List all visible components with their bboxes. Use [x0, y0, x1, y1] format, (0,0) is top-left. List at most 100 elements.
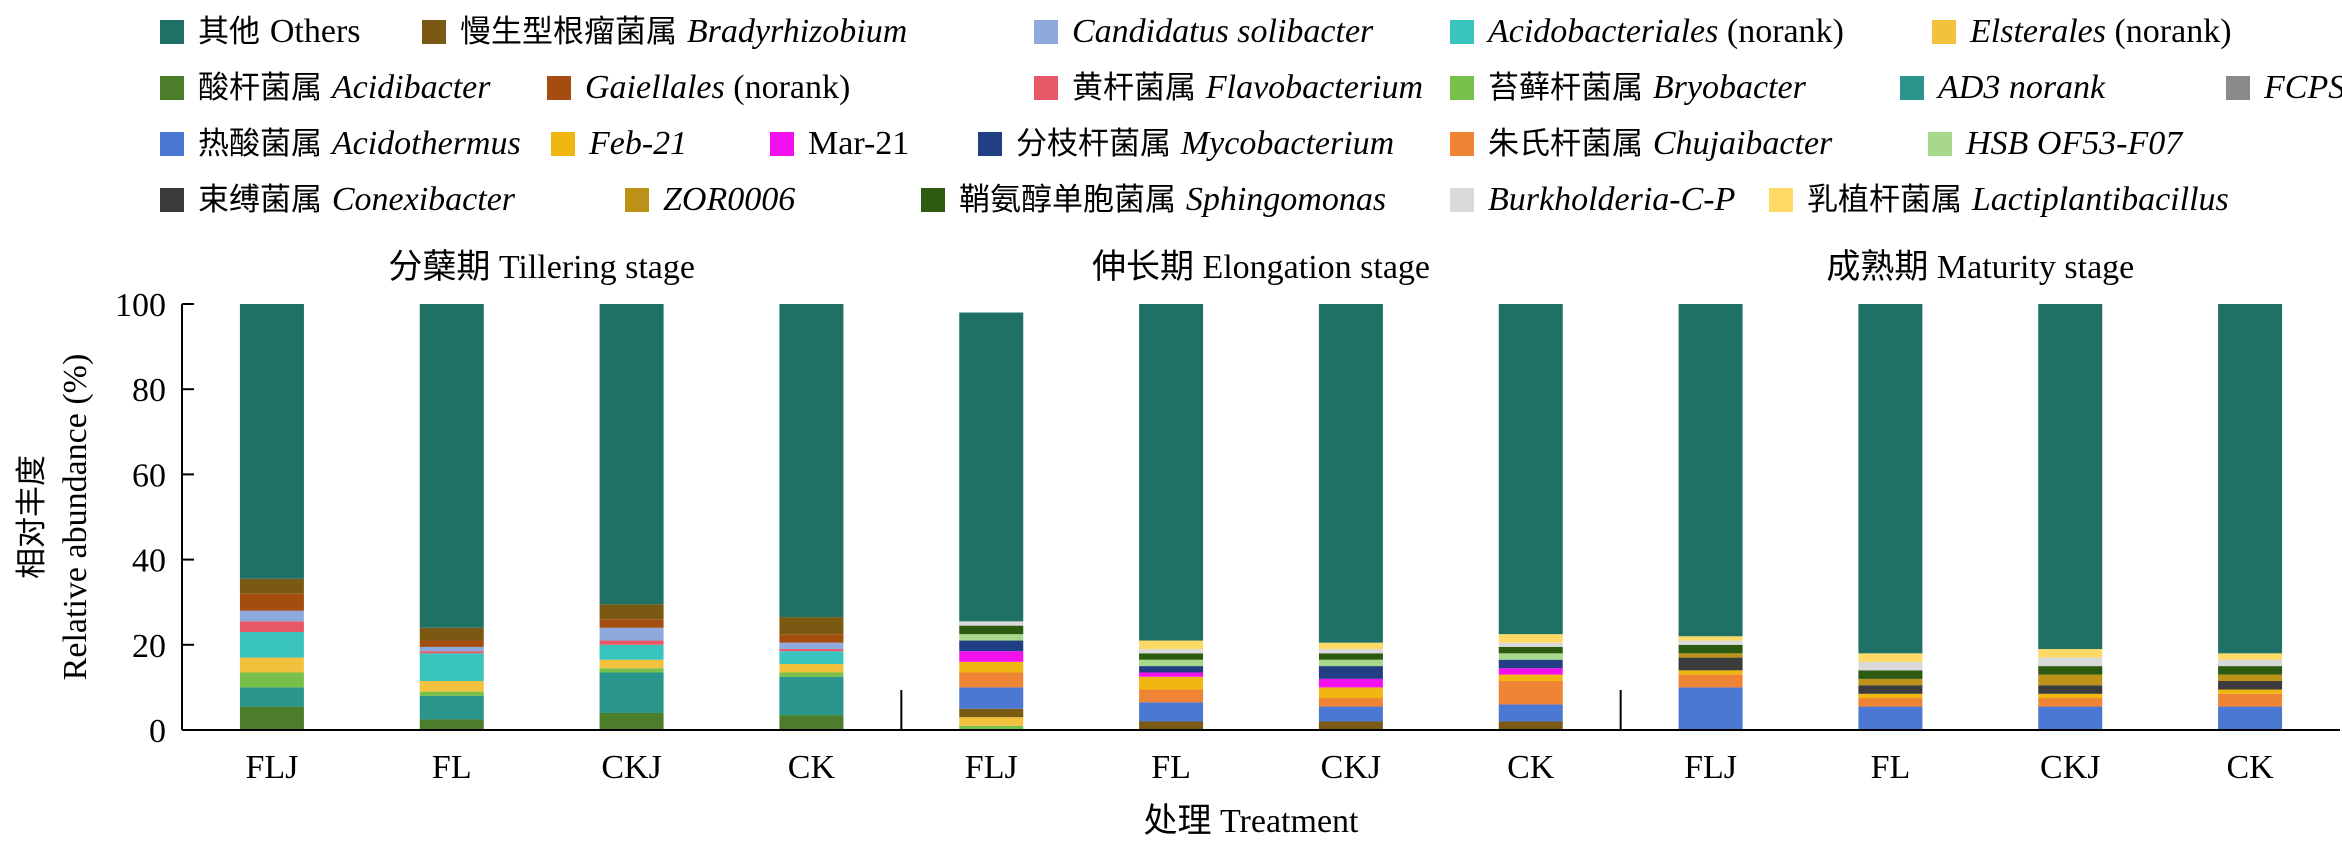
bar-segment [959, 312, 1024, 622]
legend-label-latin: Sphingomonas [1185, 181, 1387, 218]
legend-label: Burkholderia-C-P [1488, 174, 1735, 226]
bar-segment [779, 304, 844, 618]
legend-label: ZOR0006 [663, 174, 795, 226]
legend-item: FCPS473 [2226, 62, 2342, 114]
bar-segment [959, 687, 1024, 709]
bar-segment [599, 668, 664, 673]
legend-label: 苔藓杆菌属 Bryobacter [1488, 62, 1806, 114]
bar-segment [239, 672, 304, 688]
bar-segment [1139, 649, 1204, 654]
bar-segment [779, 715, 844, 730]
bar-segment [419, 681, 484, 692]
legend-swatch [1450, 76, 1474, 100]
bar-segment [2038, 649, 2103, 658]
x-tick-label: FLJ [1684, 749, 1737, 786]
bar-segment [599, 619, 664, 628]
legend-label-cn: 慢生型根瘤菌属 [460, 14, 687, 50]
bar-segment [1678, 640, 1743, 645]
bar-segment [779, 642, 844, 650]
bar-segment [1318, 649, 1383, 654]
legend-label: 黄杆菌属 Flavobacterium [1072, 62, 1423, 114]
bar-segment [2218, 653, 2283, 660]
bar-segment [1498, 674, 1563, 682]
legend-swatch [1034, 20, 1058, 44]
legend-swatch [547, 76, 571, 100]
bar-segment [1318, 706, 1383, 722]
bar-segment [779, 617, 844, 635]
legend-item: 黄杆菌属 Flavobacterium [1034, 62, 1423, 114]
legend-label: Elsterales (norank) [1970, 6, 2232, 58]
legend-label-cn: 其他 [198, 14, 270, 50]
bar-segment [1498, 668, 1563, 675]
y-tick-label: 80 [132, 372, 166, 409]
x-tick-label: CK [1507, 749, 1555, 786]
bar-segment [2218, 304, 2283, 654]
bar-segment [959, 661, 1024, 673]
bar-segment [1498, 634, 1563, 643]
x-tick-label: FL [432, 749, 472, 786]
bar-segment [419, 653, 484, 682]
legend-label: 分枝杆菌属 Mycobacterium [1016, 118, 1394, 170]
group-title: 伸长期 Elongation stage [1092, 249, 1430, 286]
group-title: 成熟期 Maturity stage [1826, 248, 2134, 286]
bar-segment [959, 725, 1024, 730]
legend-swatch [2226, 76, 2250, 100]
legend-label-cn: 朱氏杆菌属 [1488, 126, 1653, 162]
bar-segment [239, 687, 304, 707]
legend-label: 乳植杆菌属 Lactiplantibacillus [1807, 174, 2229, 226]
bar-segment [1318, 304, 1383, 643]
x-tick-label: CK [2226, 749, 2274, 786]
legend-item: 乳植杆菌属 Lactiplantibacillus [1769, 174, 2229, 226]
bar-segment [1318, 659, 1383, 667]
bar-segment [959, 625, 1024, 635]
x-axis-title: 处理 Treatment [1143, 803, 1359, 840]
legend-label-latin: Acidothermus [331, 125, 521, 162]
legend-label-suffix: (norank) [1718, 13, 1844, 50]
bar-segment [599, 644, 664, 660]
bar-segment [1858, 678, 1923, 686]
legend-label-latin: Feb-21 [589, 125, 688, 162]
bar-segment [1858, 693, 1923, 699]
bar-segment [1318, 666, 1383, 679]
legend-label-latin: Bryobacter [1652, 69, 1806, 106]
legend-item: Mar-21 [770, 118, 909, 170]
bar-segment [1318, 678, 1383, 688]
bar-segment [2038, 685, 2103, 694]
bar-segment [599, 627, 664, 641]
bar-segment [1858, 698, 1923, 707]
group-title: 分蘖期 Tillering stage [388, 248, 695, 286]
legend-item: 苔藓杆菌属 Bryobacter [1450, 62, 1806, 114]
bar-segment [419, 719, 484, 730]
legend-label: 鞘氨醇单胞菌属 Sphingomonas [959, 174, 1386, 226]
y-tick-label: 60 [132, 457, 166, 494]
legend-label-latin: Gaiellales [585, 69, 725, 106]
legend-label-latin: Chujaibacter [1652, 125, 1833, 162]
bar-segment [2218, 681, 2283, 690]
legend-swatch [160, 20, 184, 44]
bar-segment [1139, 676, 1204, 690]
bar-segment [1858, 653, 1923, 662]
legend-swatch [160, 132, 184, 156]
legend-swatch [1900, 76, 1924, 100]
bar-segment [239, 706, 304, 730]
bar-segment [2038, 304, 2103, 650]
legend-item: Feb-21 [551, 118, 687, 170]
bar-segment [239, 621, 304, 633]
legend-swatch [551, 132, 575, 156]
bar-segment [1678, 674, 1743, 688]
bar-segment [599, 659, 664, 669]
x-tick-label: CKJ [2040, 749, 2100, 786]
bar-segment [779, 649, 844, 652]
legend-label-latin: ZOR0006 [663, 181, 796, 218]
legend-item: Gaiellales (norank) [547, 62, 850, 114]
legend-label-suffix: (norank) [2105, 13, 2232, 50]
x-tick-label: FLJ [965, 749, 1018, 786]
bar-segment [2218, 693, 2283, 707]
bar-segment [1678, 304, 1743, 637]
bar-segment [599, 712, 664, 730]
legend-label-cn: 鞘氨醇单胞菌属 [959, 182, 1186, 218]
legend-item: 分枝杆菌属 Mycobacterium [978, 118, 1394, 170]
legend-label-cn: 酸杆菌属 [198, 70, 332, 106]
bar-segment [419, 304, 484, 628]
